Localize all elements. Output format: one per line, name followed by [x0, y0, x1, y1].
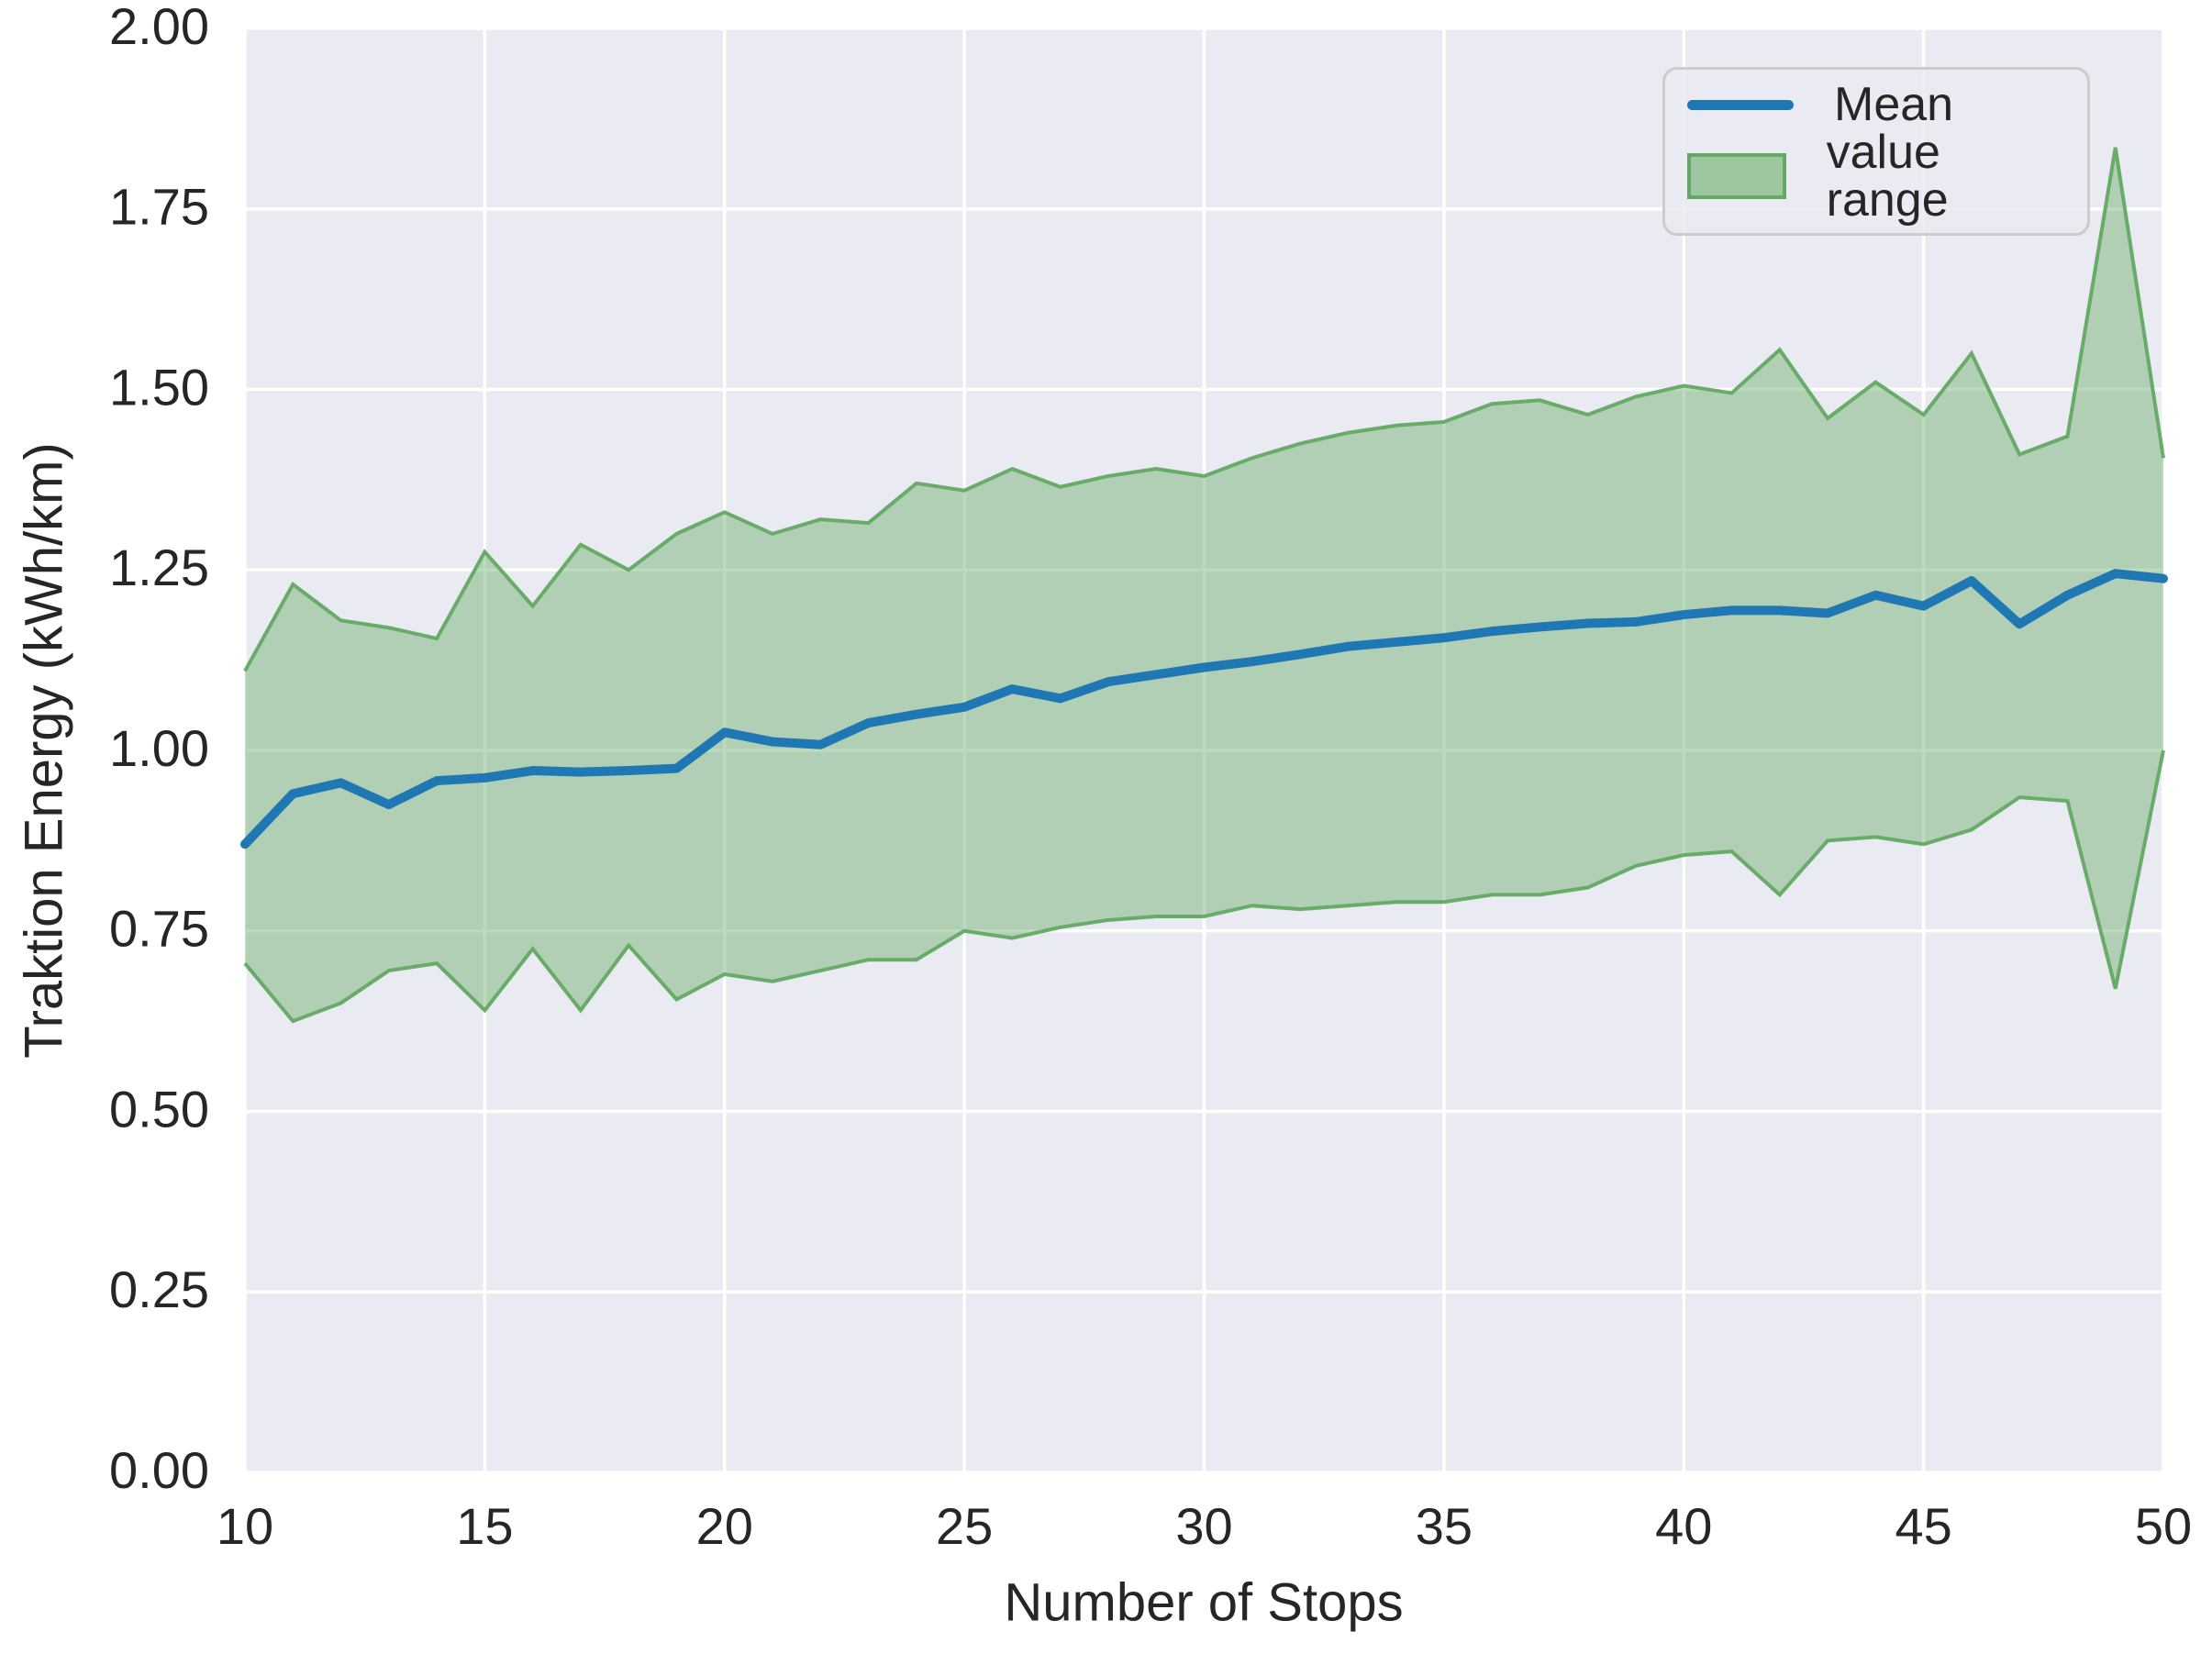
legend-label-mean: Mean	[1834, 78, 1954, 131]
x-tick-label: 30	[1175, 1497, 1232, 1555]
legend-item-value-range: value range	[1687, 128, 2065, 224]
x-tick-label: 20	[696, 1497, 753, 1555]
y-tick-label: 0.00	[109, 1441, 209, 1499]
y-tick-label: 1.50	[109, 358, 209, 416]
legend-item-mean: Mean	[1687, 81, 2065, 128]
mean-line-swatch	[1687, 99, 1794, 110]
value-range-band	[245, 147, 2163, 1022]
value-range-swatch	[1687, 153, 1786, 199]
x-tick-label: 25	[936, 1497, 993, 1555]
y-tick-label: 1.25	[109, 538, 209, 596]
mean-line	[240, 569, 2168, 849]
y-tick-label: 2.00	[109, 0, 209, 55]
y-tick-label: 0.75	[109, 900, 209, 958]
y-tick-label: 0.25	[109, 1260, 209, 1318]
x-tick-label: 45	[1895, 1497, 1951, 1555]
y-tick-label: 1.75	[109, 178, 209, 236]
x-axis-label: Number of Stops	[1004, 1572, 1404, 1633]
value-range-upper-edge	[243, 147, 2165, 672]
x-tick-label: 15	[456, 1497, 513, 1555]
x-tick-label: 50	[2135, 1497, 2192, 1555]
legend-label-value-range: value range	[1826, 126, 1949, 227]
legend: Mean value range	[1662, 67, 2090, 236]
value-range-lower-edge	[243, 749, 2165, 1024]
y-tick-label: 1.00	[109, 719, 209, 777]
x-tick-label: 35	[1416, 1497, 1473, 1555]
x-tick-label: 40	[1655, 1497, 1712, 1555]
y-axis-label: Traktion Energy (kWh/km)	[14, 442, 74, 1059]
y-tick-label: 0.50	[109, 1080, 209, 1138]
x-tick-label: 10	[217, 1497, 273, 1555]
